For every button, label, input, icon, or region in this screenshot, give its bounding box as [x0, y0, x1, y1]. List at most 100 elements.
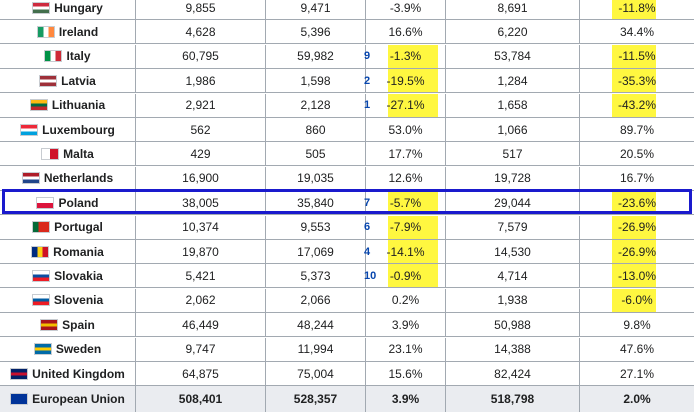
value-cell-3-text: 50,988	[494, 317, 531, 332]
change2-cell: -35.3%	[580, 69, 694, 93]
value-cell-3-text: 8,691	[497, 0, 528, 15]
highlight-mark	[612, 264, 656, 288]
country-link[interactable]: United Kingdom	[32, 366, 125, 381]
column-divider	[265, 0, 266, 19]
table-row-lithuania: Lithuania 2,921 2,128 1 -27.1% 1,658 -43.2%	[0, 93, 694, 118]
change-cell: 7 -5.7%	[364, 191, 445, 215]
column-divider	[365, 69, 366, 93]
country-cell: Poland	[0, 191, 135, 214]
value-cell-1: 562	[136, 118, 265, 141]
column-divider	[265, 118, 266, 141]
country-link[interactable]: Slovenia	[53, 293, 104, 308]
column-divider	[445, 215, 446, 239]
change2-value: 16.7%	[619, 171, 655, 186]
column-divider	[579, 215, 580, 239]
country-cell: Sweden	[0, 338, 135, 361]
rank-number: 7	[364, 196, 371, 209]
country-link[interactable]: Luxembourg	[42, 122, 115, 137]
highlight-mark	[612, 44, 656, 68]
value-cell-2-text: 48,244	[297, 317, 334, 332]
country-link[interactable]: Italy	[66, 49, 91, 64]
change-value: -3.9%	[389, 0, 422, 15]
column-divider	[135, 386, 136, 412]
country-link[interactable]: Sweden	[55, 342, 102, 357]
column-divider	[135, 93, 136, 117]
country-link[interactable]: European Union	[32, 392, 125, 407]
country-link[interactable]: Ireland	[58, 24, 99, 39]
change2-value: -6.0%	[621, 293, 653, 308]
change-value: 17.7%	[388, 146, 423, 161]
change-cell: 10 -0.9%	[364, 264, 445, 288]
value-cell-1: 2,062	[136, 289, 265, 312]
country-link[interactable]: Spain	[62, 317, 95, 332]
column-divider	[265, 93, 266, 117]
flag-icon	[33, 343, 52, 356]
value-cell-2-text: 9,553	[300, 220, 331, 235]
country-link[interactable]: Netherlands	[43, 171, 114, 186]
column-divider	[135, 240, 136, 263]
value-cell-1: 19,870	[136, 240, 265, 263]
value-cell-2: 48,244	[266, 313, 365, 336]
flag-icon	[29, 99, 48, 112]
column-divider	[445, 44, 446, 68]
country-link[interactable]: Latvia	[61, 73, 96, 88]
value-cell-3-text: 53,784	[494, 49, 531, 64]
value-cell-3: 29,044	[446, 191, 579, 214]
country-link[interactable]: Poland	[58, 195, 99, 210]
column-divider	[445, 362, 446, 385]
column-divider	[579, 0, 580, 19]
column-divider	[445, 313, 446, 337]
value-cell-3: 7,579	[446, 216, 579, 239]
change2-cell: -26.9%	[580, 240, 694, 263]
highlight-mark	[612, 191, 656, 215]
column-divider	[365, 240, 366, 263]
value-cell-1: 9,747	[136, 338, 265, 361]
flag-icon	[10, 367, 29, 380]
highlight-mark	[388, 93, 438, 117]
value-cell-3: 4,714	[446, 264, 579, 287]
value-cell-3: 1,658	[446, 94, 579, 117]
country-link[interactable]: Romania	[53, 244, 104, 259]
change2-cell: 27.1%	[580, 362, 694, 385]
change-cell: 3.9%	[366, 313, 445, 336]
column-divider	[265, 362, 266, 385]
column-divider	[365, 20, 366, 44]
table-row-slovenia: Slovenia 2,062 2,066 0.2% 1,938 -6.0%	[0, 288, 694, 313]
country-link[interactable]: Slovakia	[54, 268, 103, 283]
value-cell-2-text: 9,471	[300, 0, 331, 15]
value-cell-2-text: 59,982	[297, 49, 334, 64]
column-divider	[135, 166, 136, 190]
highlight-mark	[612, 215, 656, 239]
country-link[interactable]: Portugal	[54, 220, 103, 235]
highlight-mark	[388, 69, 438, 93]
country-link[interactable]: Lithuania	[51, 98, 106, 113]
value-cell-1-text: 16,900	[182, 171, 219, 186]
column-divider	[365, 191, 366, 215]
value-cell-1: 1,986	[136, 69, 265, 92]
total-value-3: 518,798	[446, 386, 579, 412]
table-row-luxembourg: Luxembourg 562 860 53.0% 1,066 89.7%	[0, 118, 694, 142]
change2-value: -11.8%	[618, 0, 656, 15]
country-cell: United Kingdom	[0, 362, 135, 385]
country-link[interactable]: Hungary	[54, 0, 103, 15]
value-cell-2: 2,066	[266, 289, 365, 312]
value-cell-3: 1,284	[446, 69, 579, 92]
value-cell-2-text: 5,396	[300, 24, 331, 39]
column-divider	[445, 264, 446, 288]
value-cell-2: 9,553	[266, 216, 365, 239]
column-divider	[445, 288, 446, 312]
column-divider	[365, 337, 366, 361]
highlight-mark	[612, 69, 656, 93]
column-divider	[365, 362, 366, 385]
country-link[interactable]: Malta	[63, 146, 94, 161]
change2-cell: 89.7%	[580, 118, 694, 141]
country-cell: Italy	[0, 45, 135, 68]
column-divider	[265, 337, 266, 361]
column-divider	[265, 240, 266, 263]
country-cell: Ireland	[0, 20, 135, 43]
change2-value: 20.5%	[619, 146, 655, 161]
column-divider	[135, 20, 136, 44]
flag-icon	[41, 147, 60, 160]
column-divider	[135, 191, 136, 215]
value-cell-3-text: 1,284	[497, 73, 528, 88]
